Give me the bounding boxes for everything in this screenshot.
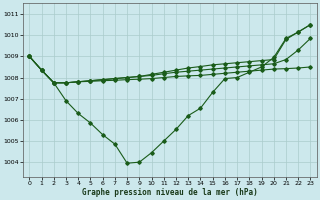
X-axis label: Graphe pression niveau de la mer (hPa): Graphe pression niveau de la mer (hPa)	[82, 188, 258, 197]
